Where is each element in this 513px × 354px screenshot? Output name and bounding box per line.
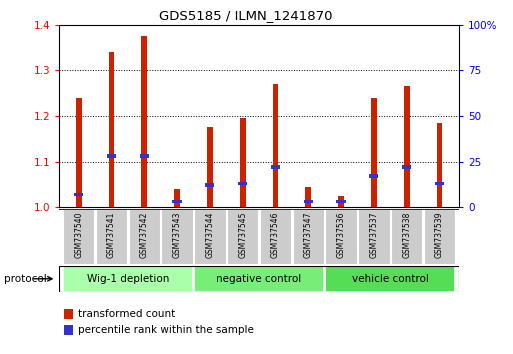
Bar bbox=[435, 182, 444, 185]
Bar bbox=[271, 165, 280, 169]
Text: GSM737538: GSM737538 bbox=[402, 212, 411, 258]
Bar bbox=[305, 187, 311, 207]
Text: GSM737541: GSM737541 bbox=[107, 212, 116, 258]
Bar bbox=[207, 127, 213, 207]
Bar bbox=[338, 196, 344, 207]
Bar bbox=[391, 209, 422, 264]
Text: GSM737536: GSM737536 bbox=[337, 212, 346, 258]
Bar bbox=[272, 84, 279, 207]
Bar bbox=[63, 209, 94, 264]
Text: GDS5185 / ILMN_1241870: GDS5185 / ILMN_1241870 bbox=[160, 9, 333, 22]
Text: GSM737542: GSM737542 bbox=[140, 212, 149, 258]
Bar bbox=[260, 209, 291, 264]
Text: Wig-1 depletion: Wig-1 depletion bbox=[87, 274, 169, 284]
Bar bbox=[292, 209, 324, 264]
Bar bbox=[96, 209, 127, 264]
Bar bbox=[369, 174, 379, 178]
Bar bbox=[141, 36, 147, 207]
Bar bbox=[437, 123, 442, 207]
Bar bbox=[161, 209, 193, 264]
Text: GSM737537: GSM737537 bbox=[369, 212, 379, 258]
Text: vehicle control: vehicle control bbox=[352, 274, 429, 284]
Bar bbox=[402, 165, 411, 169]
Bar bbox=[325, 266, 455, 292]
Bar bbox=[358, 209, 389, 264]
Bar bbox=[337, 200, 346, 204]
Bar bbox=[140, 154, 149, 158]
Bar bbox=[325, 209, 357, 264]
Text: GSM737544: GSM737544 bbox=[205, 212, 214, 258]
Bar bbox=[109, 52, 114, 207]
Bar bbox=[64, 325, 73, 335]
Bar bbox=[227, 209, 259, 264]
Bar bbox=[194, 266, 324, 292]
Bar bbox=[63, 266, 193, 292]
Bar bbox=[174, 189, 180, 207]
Text: GSM737539: GSM737539 bbox=[435, 212, 444, 258]
Bar bbox=[424, 209, 455, 264]
Bar bbox=[240, 118, 246, 207]
Text: GSM737545: GSM737545 bbox=[238, 212, 247, 258]
Bar bbox=[194, 209, 226, 264]
Bar bbox=[238, 182, 247, 185]
Bar bbox=[76, 98, 82, 207]
Bar bbox=[107, 154, 116, 158]
Bar bbox=[205, 183, 214, 187]
Text: percentile rank within the sample: percentile rank within the sample bbox=[78, 325, 254, 335]
Text: GSM737546: GSM737546 bbox=[271, 212, 280, 258]
Text: GSM737543: GSM737543 bbox=[172, 212, 182, 258]
Text: transformed count: transformed count bbox=[78, 309, 176, 319]
Bar bbox=[74, 193, 83, 196]
Bar bbox=[172, 200, 182, 204]
Bar bbox=[404, 86, 409, 207]
Bar bbox=[129, 209, 160, 264]
Text: GSM737547: GSM737547 bbox=[304, 212, 313, 258]
Bar bbox=[64, 309, 73, 319]
Bar bbox=[371, 98, 377, 207]
Bar bbox=[304, 200, 313, 204]
Text: negative control: negative control bbox=[216, 274, 302, 284]
Text: GSM737540: GSM737540 bbox=[74, 212, 83, 258]
Text: protocol: protocol bbox=[4, 274, 47, 284]
